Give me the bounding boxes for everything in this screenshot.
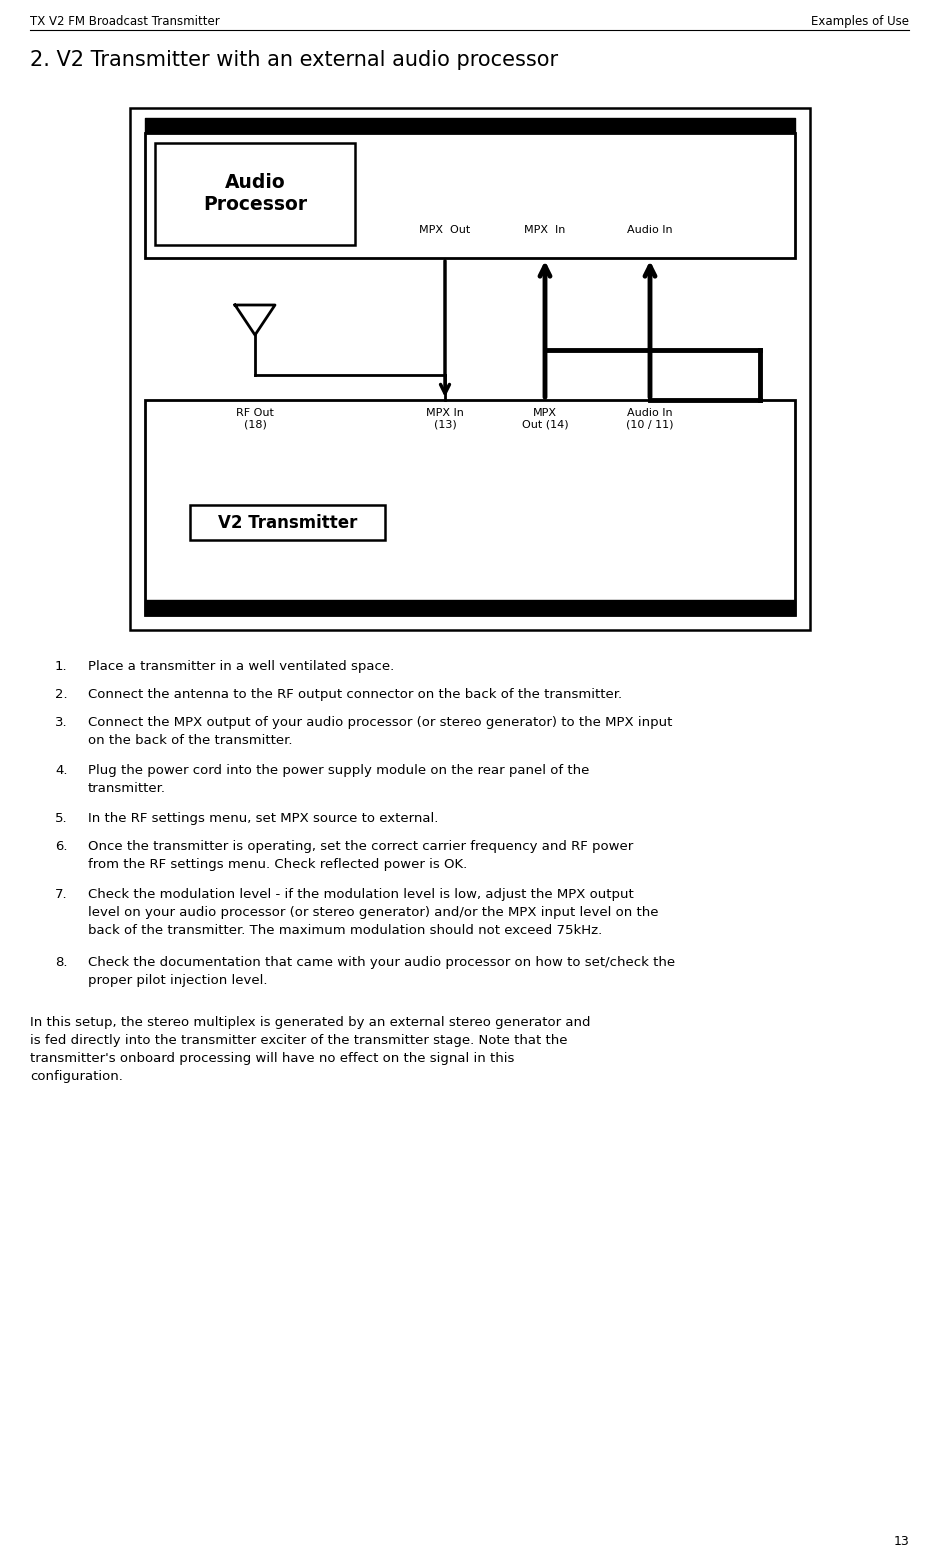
Text: 6.: 6.: [55, 840, 68, 852]
Bar: [145, 400, 795, 614]
Text: 2.: 2.: [55, 688, 68, 700]
Text: 5.: 5.: [55, 812, 68, 824]
Bar: [190, 505, 385, 541]
Text: 3.: 3.: [55, 716, 68, 729]
Text: Plug the power cord into the power supply module on the rear panel of the
transm: Plug the power cord into the power suppl…: [88, 765, 590, 794]
Text: MPX  Out: MPX Out: [420, 226, 470, 235]
Text: Examples of Use: Examples of Use: [811, 16, 909, 28]
Text: 7.: 7.: [55, 888, 68, 901]
Text: 4.: 4.: [55, 765, 68, 777]
Text: Connect the MPX output of your audio processor (or stereo generator) to the MPX : Connect the MPX output of your audio pro…: [88, 716, 672, 747]
Text: MPX
Out (14): MPX Out (14): [522, 407, 568, 429]
Text: 8.: 8.: [55, 956, 68, 968]
Bar: [130, 108, 810, 630]
Text: Check the modulation level - if the modulation level is low, adjust the MPX outp: Check the modulation level - if the modu…: [88, 888, 658, 937]
Text: 2. V2 Transmitter with an external audio processor: 2. V2 Transmitter with an external audio…: [30, 50, 558, 71]
Bar: [155, 143, 355, 244]
Text: 13: 13: [893, 1536, 909, 1548]
Bar: [145, 133, 795, 259]
Text: Once the transmitter is operating, set the correct carrier frequency and RF powe: Once the transmitter is operating, set t…: [88, 840, 633, 871]
Text: 1.: 1.: [55, 660, 68, 672]
Text: In the RF settings menu, set MPX source to external.: In the RF settings menu, set MPX source …: [88, 812, 439, 824]
Text: Place a transmitter in a well ventilated space.: Place a transmitter in a well ventilated…: [88, 660, 394, 672]
Text: Connect the antenna to the RF output connector on the back of the transmitter.: Connect the antenna to the RF output con…: [88, 688, 623, 700]
Text: In this setup, the stereo multiplex is generated by an external stereo generator: In this setup, the stereo multiplex is g…: [30, 1015, 591, 1083]
Text: Check the documentation that came with your audio processor on how to set/check : Check the documentation that came with y…: [88, 956, 675, 987]
Text: Audio In: Audio In: [627, 226, 673, 235]
Text: Audio
Processor: Audio Processor: [203, 174, 307, 215]
Text: RF Out
(18): RF Out (18): [236, 407, 274, 429]
Text: V2 Transmitter: V2 Transmitter: [218, 514, 357, 531]
Text: MPX  In: MPX In: [524, 226, 565, 235]
Text: TX V2 FM Broadcast Transmitter: TX V2 FM Broadcast Transmitter: [30, 16, 220, 28]
Text: Audio In
(10 / 11): Audio In (10 / 11): [626, 407, 674, 429]
Text: MPX In
(13): MPX In (13): [426, 407, 464, 429]
